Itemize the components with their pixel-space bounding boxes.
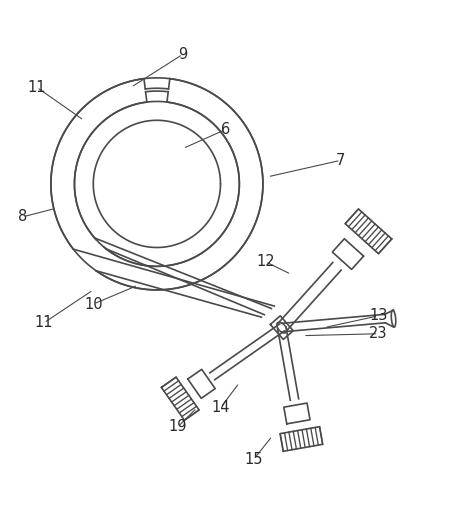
Text: 8: 8 [18,210,27,224]
Text: 11: 11 [35,315,53,331]
Text: 12: 12 [256,254,274,269]
Text: 9: 9 [178,47,187,62]
Text: 13: 13 [369,308,388,323]
Text: 6: 6 [220,122,230,137]
Text: 14: 14 [211,400,230,415]
Text: 11: 11 [27,80,46,95]
Text: 19: 19 [169,419,187,434]
Text: 15: 15 [244,452,263,467]
Text: 23: 23 [369,326,388,341]
Text: 7: 7 [336,153,346,168]
Text: 10: 10 [84,297,102,312]
